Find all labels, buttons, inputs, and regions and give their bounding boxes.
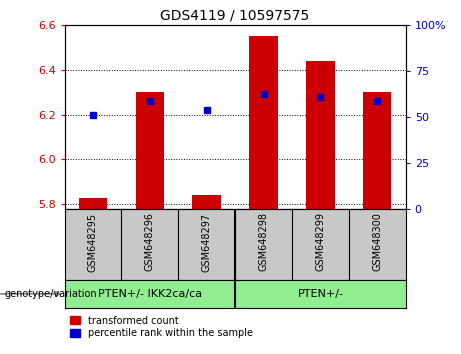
Text: GSM648300: GSM648300: [372, 212, 382, 271]
Text: GSM648296: GSM648296: [145, 212, 155, 272]
Bar: [249, 36, 278, 209]
Text: GSM648297: GSM648297: [201, 212, 212, 272]
Text: GSM648298: GSM648298: [259, 212, 269, 272]
Text: PTEN+/-: PTEN+/-: [297, 289, 343, 299]
Bar: [306, 61, 335, 209]
Text: genotype/variation: genotype/variation: [5, 289, 97, 299]
Text: GSM648295: GSM648295: [88, 212, 98, 272]
Bar: [136, 92, 164, 209]
Bar: [193, 195, 221, 209]
Text: GSM648299: GSM648299: [315, 212, 325, 272]
Legend: transformed count, percentile rank within the sample: transformed count, percentile rank withi…: [70, 315, 254, 339]
Bar: [363, 92, 391, 209]
Bar: [79, 198, 107, 209]
Title: GDS4119 / 10597575: GDS4119 / 10597575: [160, 8, 310, 22]
Text: PTEN+/- IKK2ca/ca: PTEN+/- IKK2ca/ca: [98, 289, 202, 299]
